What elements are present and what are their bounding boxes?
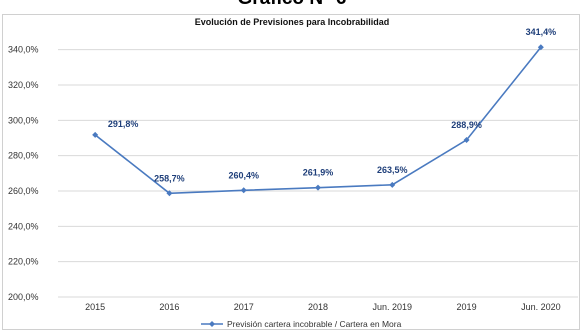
y-tick-label: 300,0% (8, 115, 39, 125)
x-tick-label: 2015 (85, 302, 105, 312)
data-label: 258,7% (154, 173, 185, 183)
data-label: 341,4% (526, 27, 557, 37)
data-label: 260,4% (228, 170, 259, 180)
page-title: Gráfico N° 6 (0, 0, 584, 10)
data-label: 261,9% (303, 168, 334, 178)
y-tick-label: 200,0% (8, 292, 39, 302)
data-point (92, 131, 99, 138)
y-tick-label: 220,0% (8, 257, 39, 267)
y-tick-label: 240,0% (8, 221, 39, 231)
x-tick-label: 2018 (308, 302, 328, 312)
y-tick-label: 260,0% (8, 186, 39, 196)
x-tick-label: 2017 (234, 302, 254, 312)
y-tick-label: 320,0% (8, 80, 39, 90)
data-label: 291,8% (108, 119, 139, 129)
y-tick-label: 280,0% (8, 151, 39, 161)
data-point (166, 190, 173, 197)
data-label: 263,5% (377, 165, 408, 175)
x-tick-label: Jun. 2020 (521, 302, 561, 312)
chart-frame (2, 14, 580, 330)
x-tick-label: 2019 (457, 302, 477, 312)
legend-marker (209, 321, 215, 327)
y-tick-label: 340,0% (8, 45, 39, 55)
x-tick-label: 2016 (159, 302, 179, 312)
data-point (240, 187, 247, 194)
data-point (537, 44, 544, 51)
chart-title: Evolución de Previsiones para Incobrabil… (195, 17, 390, 27)
data-point (389, 181, 396, 188)
legend-label: Previsión cartera incobrable / Cartera e… (227, 319, 402, 329)
data-point (463, 136, 470, 143)
data-label: 288,9% (451, 120, 482, 130)
data-point (315, 184, 321, 191)
x-tick-label: Jun. 2019 (373, 302, 413, 312)
